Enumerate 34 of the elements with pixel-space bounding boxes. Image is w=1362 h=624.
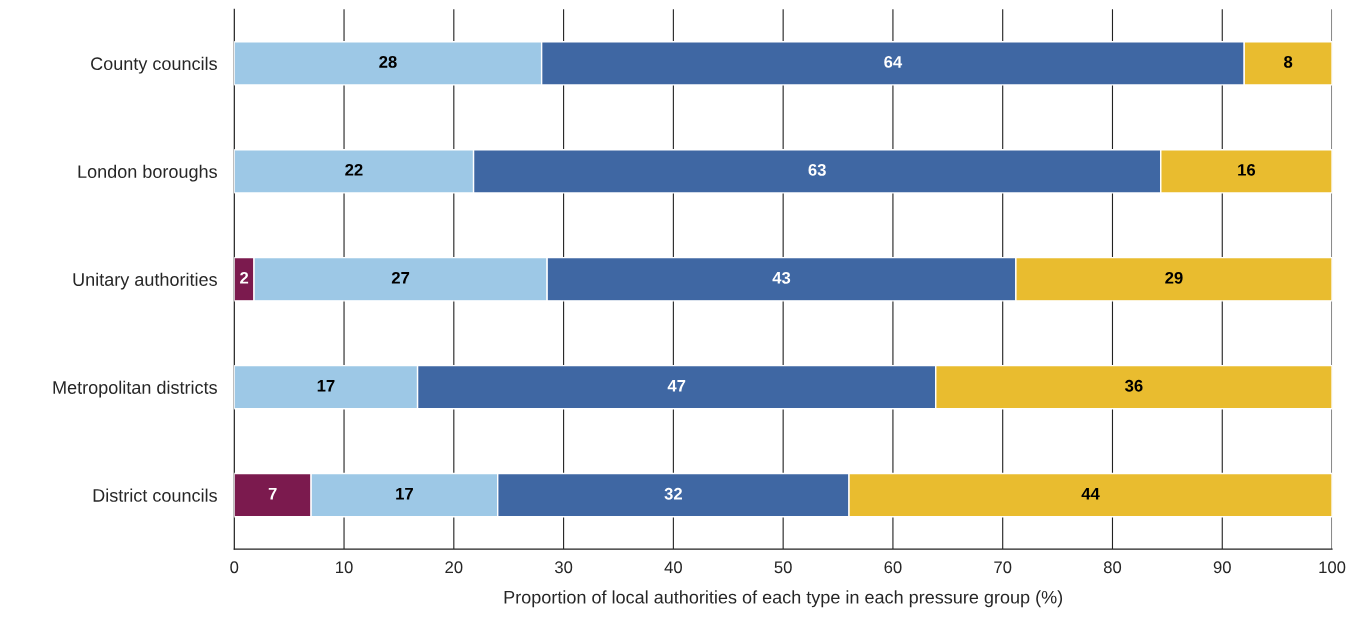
data-label: 32 [664, 487, 682, 500]
x-tick-label: 100 [1319, 561, 1346, 574]
y-tick-label: Metropolitan districts [53, 380, 217, 398]
x-tick-label: 80 [1103, 561, 1122, 574]
x-tick-label: 20 [445, 561, 463, 574]
y-tick-label: Unitary authorities [73, 272, 217, 290]
data-label: 29 [1165, 271, 1183, 284]
x-tick-label: 10 [336, 561, 353, 574]
x-tick-label: 50 [774, 561, 792, 574]
x-tick-label: 90 [1213, 561, 1231, 574]
y-tick-label: District councils [93, 488, 217, 502]
data-label: 27 [391, 271, 410, 284]
data-label: 22 [345, 163, 363, 176]
x-tick-label: 60 [884, 561, 902, 574]
y-tick-label: County councils [91, 56, 217, 74]
y-tick-label: London boroughs [78, 164, 217, 182]
data-label: 17 [317, 380, 335, 392]
data-label: 28 [379, 56, 397, 68]
data-label: 16 [1238, 163, 1256, 176]
data-label: 8 [1284, 56, 1293, 68]
data-label: 63 [808, 163, 826, 176]
x-tick-label: 0 [230, 561, 239, 574]
data-label: 47 [667, 380, 686, 392]
data-label: 36 [1125, 379, 1143, 392]
x-tick-label: 40 [664, 561, 682, 574]
x-tick-label: 30 [554, 561, 573, 574]
data-label: 64 [884, 56, 903, 68]
data-label: 43 [772, 271, 791, 284]
x-tick-label: 70 [994, 561, 1012, 574]
x-axis-title: Proportion of local authorities of each type in each pressure group (%) [504, 590, 1063, 608]
data-label: 17 [396, 487, 413, 500]
data-label: 2 [240, 271, 249, 284]
data-label: 44 [1081, 487, 1100, 500]
data-label: 7 [268, 487, 277, 500]
